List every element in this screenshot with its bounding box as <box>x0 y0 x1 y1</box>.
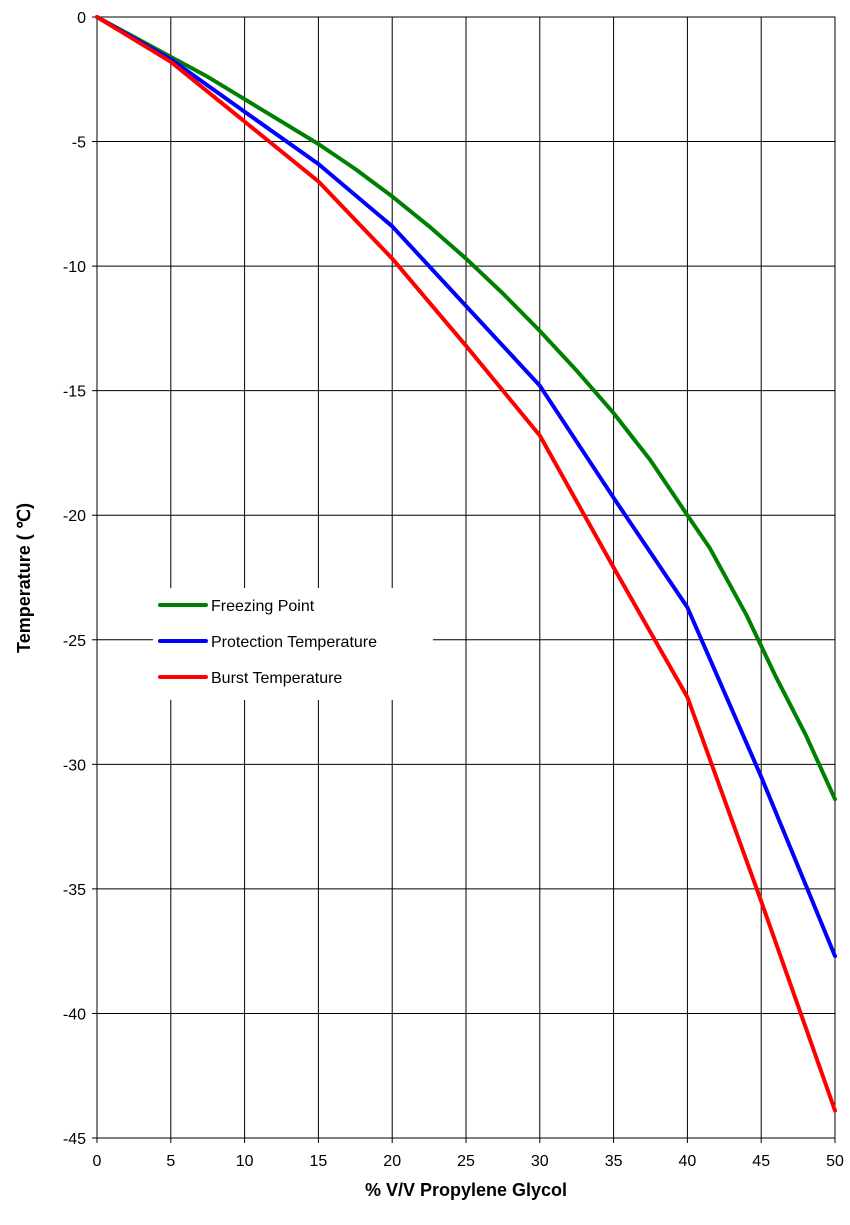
series-lines <box>95 15 837 1113</box>
y-tick-label: -40 <box>63 1006 86 1023</box>
legend-label: Protection Temperature <box>211 634 377 651</box>
legend-label: Burst Temperature <box>211 670 342 687</box>
series-line-2 <box>95 15 837 959</box>
y-tick-label: -10 <box>63 259 86 276</box>
x-tick-label: 30 <box>531 1153 549 1170</box>
x-tick-label: 45 <box>752 1153 770 1170</box>
y-tick-label: -45 <box>63 1131 86 1148</box>
y-tick-label: -5 <box>72 135 86 152</box>
x-tick-label: 35 <box>605 1153 623 1170</box>
grid <box>92 16 836 1143</box>
x-tick-label: 0 <box>93 1153 102 1170</box>
x-tick-label: 20 <box>383 1153 401 1170</box>
y-tick-label: 0 <box>77 10 86 27</box>
legend: Freezing Point Protection Temperature Burs… <box>153 588 433 700</box>
plot-area <box>96 16 836 1139</box>
y-tick-label: -20 <box>63 508 86 525</box>
x-tick-label: 15 <box>310 1153 328 1170</box>
x-axis-title: % V/V Propylene Glycol <box>365 1180 567 1200</box>
y-tick-label: -25 <box>63 633 86 650</box>
legend-label: Freezing Point <box>211 598 315 615</box>
y-tick-labels: 0 -5 -10 -15 -20 -25 -30 -35 -40 -45 <box>63 10 86 1148</box>
x-tick-labels: 0 5 10 15 20 25 30 35 40 45 50 <box>93 1153 844 1170</box>
x-tick-label: 40 <box>679 1153 697 1170</box>
x-tick-label: 50 <box>826 1153 844 1170</box>
y-tick-label: -35 <box>63 882 86 899</box>
x-tick-label: 10 <box>236 1153 254 1170</box>
y-tick-label: -30 <box>63 757 86 774</box>
series-line-3 <box>95 15 837 1113</box>
series-line-1 <box>95 15 837 802</box>
x-tick-label: 5 <box>166 1153 175 1170</box>
y-tick-label: -15 <box>63 384 86 401</box>
y-axis-title: Temperature ( ℃) <box>14 503 34 653</box>
x-tick-label: 25 <box>457 1153 475 1170</box>
